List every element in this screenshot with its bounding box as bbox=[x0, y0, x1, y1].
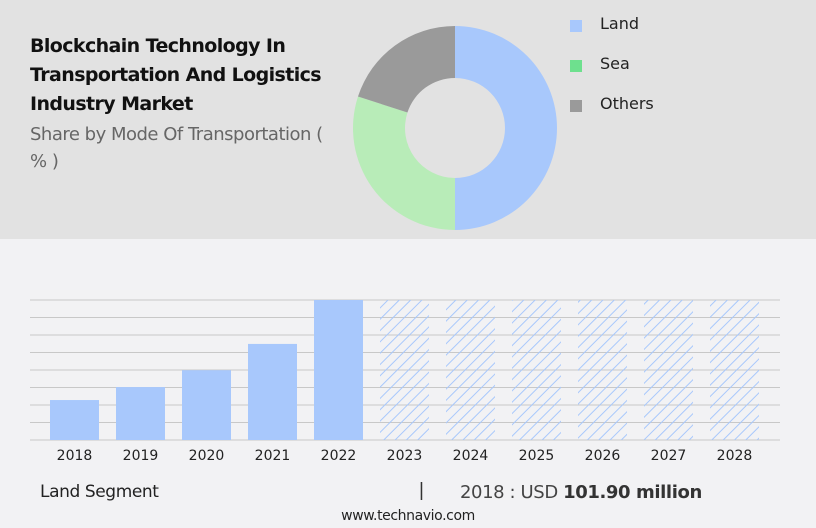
x-tick-label: 2024 bbox=[453, 448, 489, 464]
segment-value-prefix: 2018 : USD bbox=[460, 482, 564, 503]
source-url[interactable]: www.technavio.com bbox=[341, 508, 475, 524]
legend-label-sea: Sea bbox=[600, 54, 630, 73]
x-tick-label: 2020 bbox=[189, 448, 225, 464]
x-tick-label: 2019 bbox=[123, 448, 159, 464]
x-tick-label: 2022 bbox=[321, 448, 357, 464]
x-tick-label: 2026 bbox=[585, 448, 621, 464]
donut-slice-others bbox=[357, 25, 455, 113]
bar-forecast-2023 bbox=[380, 300, 429, 440]
legend-swatch-others bbox=[570, 100, 582, 112]
bar-forecast-2027 bbox=[644, 300, 693, 440]
x-tick-label: 2018 bbox=[57, 448, 93, 464]
bar-chart: 2018 2019 2020 2021 2022 2023 2024 2025 2026 2027… bbox=[30, 299, 780, 464]
donut-slice-sea bbox=[353, 96, 455, 230]
segment-value-amount: 101.90 million bbox=[563, 482, 702, 503]
legend-swatch-land bbox=[570, 20, 582, 32]
x-tick-label: 2021 bbox=[255, 448, 291, 464]
bar-forecast-2028 bbox=[710, 300, 759, 440]
donut-chart bbox=[353, 25, 557, 230]
chart-title: Blockchain Technology In Transportation … bbox=[30, 35, 322, 115]
legend-swatch-sea bbox=[570, 60, 582, 72]
bar-forecast-2025 bbox=[512, 300, 561, 440]
segment-value: 2018 : USD 101.90 million bbox=[460, 482, 702, 503]
footer-separator: | bbox=[419, 480, 424, 501]
bar-2021 bbox=[248, 343, 297, 440]
x-tick-label: 2027 bbox=[651, 448, 687, 464]
chart-subtitle: Share by Mode Of Transportation ( % ) bbox=[30, 124, 323, 172]
x-tick-label: 2023 bbox=[387, 448, 423, 464]
x-tick-label: 2028 bbox=[717, 448, 753, 464]
x-tick-label: 2025 bbox=[519, 448, 555, 464]
donut-slice-land bbox=[455, 26, 557, 230]
bar-forecast-2026 bbox=[578, 300, 627, 440]
bar-2018 bbox=[50, 400, 99, 440]
bar-forecast-2024 bbox=[446, 300, 495, 440]
bar-2020 bbox=[182, 370, 231, 440]
bar-2019 bbox=[116, 387, 165, 440]
legend-label-land: Land bbox=[600, 14, 640, 33]
legend-label-others: Others bbox=[600, 94, 654, 113]
segment-label: Land Segment bbox=[40, 482, 159, 502]
bar-2022 bbox=[314, 300, 363, 440]
